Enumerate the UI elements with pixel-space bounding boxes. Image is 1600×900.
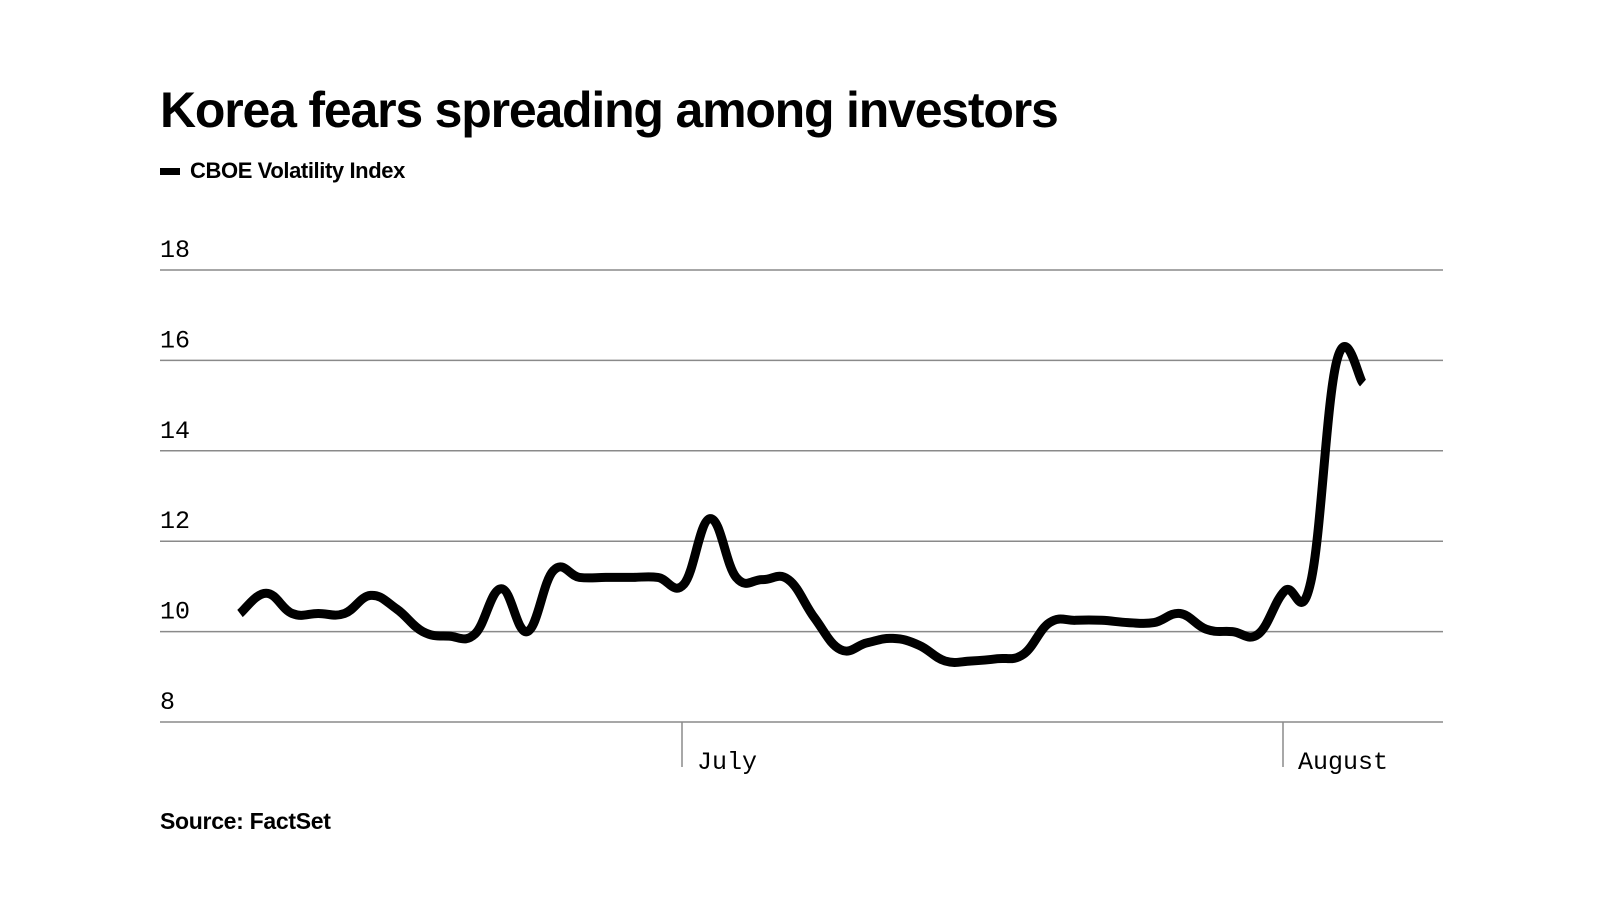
x-axis-ticks: July August <box>681 722 1388 777</box>
y-tick-label: 8 <box>160 688 175 717</box>
legend: CBOE Volatility Index <box>160 156 405 186</box>
series-layer <box>236 342 1367 667</box>
source-note: Source: FactSet <box>160 808 331 834</box>
y-tick-label: 14 <box>160 417 190 446</box>
x-tick-label: August <box>1298 748 1388 777</box>
y-tick-label: 12 <box>160 507 190 536</box>
legend-label: CBOE Volatility Index <box>190 158 405 183</box>
y-tick-label: 18 <box>160 236 190 265</box>
x-tick-label: July <box>697 748 757 777</box>
gridlines <box>160 269 1443 723</box>
y-tick-label: 16 <box>160 326 190 355</box>
series-line-cboe-volatility-index <box>236 342 1367 667</box>
y-tick-label: 10 <box>160 598 190 627</box>
chart-title: Korea fears spreading among investors <box>160 82 1059 138</box>
legend-line-swatch <box>160 167 180 175</box>
y-axis-tick-labels: 18 16 14 12 10 8 <box>160 236 190 717</box>
